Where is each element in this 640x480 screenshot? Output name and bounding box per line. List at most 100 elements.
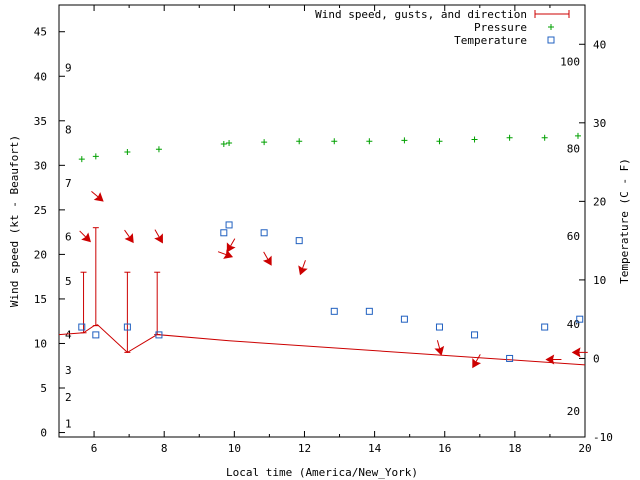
pressure-point [124, 148, 131, 155]
temperature-point [471, 331, 479, 339]
x-tick-label: 12 [298, 442, 311, 455]
wind-direction-arrow [226, 238, 236, 253]
pressure-point [261, 139, 268, 146]
wind-speed-line [58, 324, 586, 366]
wind-direction-arrow [298, 260, 308, 276]
temperature-point [330, 307, 338, 315]
pressure-point [471, 136, 478, 143]
beaufort-label: 4 [65, 329, 72, 342]
beaufort-label: 5 [65, 275, 72, 288]
x-tick-label: 18 [508, 442, 521, 455]
y-axis-label: Wind speed (kt - Beaufort) [8, 135, 21, 307]
pressure-point [78, 156, 85, 163]
arrow-shaft [91, 190, 100, 199]
wind-series [58, 190, 588, 369]
wind-direction-arrow [91, 190, 104, 202]
temperature-point [541, 323, 549, 331]
pressure-point [92, 153, 99, 160]
y2-tick-label: 40 [593, 38, 606, 51]
fahrenheit-label: 100 [560, 56, 580, 69]
wind-direction-arrow [545, 354, 562, 365]
beaufort-labels: 1 2 3 4 5 6 7 8 9 [65, 61, 72, 430]
temperature-point [220, 229, 228, 237]
y2-axis: -10 0 10 20 30 40 [579, 38, 613, 444]
temperature-point [435, 323, 443, 331]
arrow-shaft [79, 230, 88, 239]
plot-area [58, 4, 586, 438]
y2-tick-label: 30 [593, 117, 606, 130]
legend-temperature-swatch [547, 36, 555, 44]
arrow-shaft [263, 251, 270, 261]
fahrenheit-label: 40 [567, 318, 580, 331]
arrow-head [81, 232, 91, 243]
arrow-head [93, 192, 104, 202]
beaufort-label: 7 [65, 177, 72, 190]
pressure-point [401, 137, 408, 144]
wind-direction-arrow [217, 249, 234, 259]
y-tick-label: 15 [34, 293, 47, 306]
pressure-point [506, 134, 513, 141]
y2-tick-label: 10 [593, 274, 606, 287]
arrow-head [154, 233, 163, 244]
temperature-point [506, 354, 514, 362]
beaufort-label: 9 [65, 61, 72, 74]
arrow-head [262, 255, 272, 266]
legend-pressure-label: Pressure [474, 21, 527, 34]
pressure-point [541, 134, 548, 141]
arrow-head [298, 265, 308, 276]
wind-direction-arrow [79, 230, 91, 243]
x-tick-label: 8 [161, 442, 168, 455]
beaufort-label: 8 [65, 124, 72, 137]
wind-direction-arrow [434, 340, 445, 356]
x-tick-label: 16 [438, 442, 451, 455]
temperature-point [400, 315, 408, 323]
arrow-shaft [301, 260, 306, 270]
pressure-point [155, 146, 162, 153]
temperature-point [365, 307, 373, 315]
x-axis-label: Local time (America/New_York) [226, 466, 418, 479]
legend-temperature-label: Temperature [454, 34, 527, 47]
x-axis: 6 8 10 12 14 16 18 20 [58, 5, 592, 455]
fahrenheit-label: 60 [567, 230, 580, 243]
x-tick-label: 10 [228, 442, 241, 455]
y-tick-label: 30 [34, 159, 47, 172]
y-tick-label: 5 [40, 382, 47, 395]
beaufort-label: 6 [65, 231, 72, 244]
x-tick-label: 14 [368, 442, 382, 455]
wind-direction-arrow [262, 251, 272, 266]
arrow-head [434, 345, 445, 356]
wind-direction-arrow [124, 229, 134, 244]
fahrenheit-label: 80 [567, 143, 580, 156]
arrow-shaft [217, 251, 228, 256]
y-tick-label: 10 [34, 337, 47, 350]
y2-tick-label: -10 [593, 431, 613, 444]
wind-direction-arrow [154, 229, 163, 244]
temperature-point [225, 221, 233, 229]
temperature-point [155, 331, 163, 339]
beaufort-label: 2 [65, 391, 72, 404]
pressure-point [574, 132, 581, 139]
y-tick-label: 35 [34, 115, 47, 128]
beaufort-label: 1 [65, 418, 72, 431]
y-tick-label: 0 [40, 427, 47, 440]
x-tick-label: 20 [578, 442, 591, 455]
temperature-point [576, 315, 584, 323]
fahrenheit-labels: 20 40 60 80 100 [560, 56, 580, 419]
y2-tick-label: 20 [593, 195, 606, 208]
pressure-point [296, 138, 303, 145]
arrow-shaft [474, 354, 481, 364]
arrow-shaft [229, 238, 236, 248]
temperature-point [92, 331, 100, 339]
legend-wind-label: Wind speed, gusts, and direction [315, 8, 527, 21]
arrow-head [223, 249, 234, 259]
y-tick-label: 20 [34, 248, 47, 261]
legend: Wind speed, gusts, and direction Pressur… [315, 8, 570, 47]
arrow-head [545, 354, 555, 365]
legend-pressure-swatch [548, 24, 554, 30]
temperature-point [123, 323, 131, 331]
arrow-head [124, 233, 134, 244]
arrow-head [226, 242, 236, 253]
wind-direction-arrow [571, 347, 588, 358]
pressure-series [78, 132, 581, 163]
pressure-point [226, 140, 233, 147]
